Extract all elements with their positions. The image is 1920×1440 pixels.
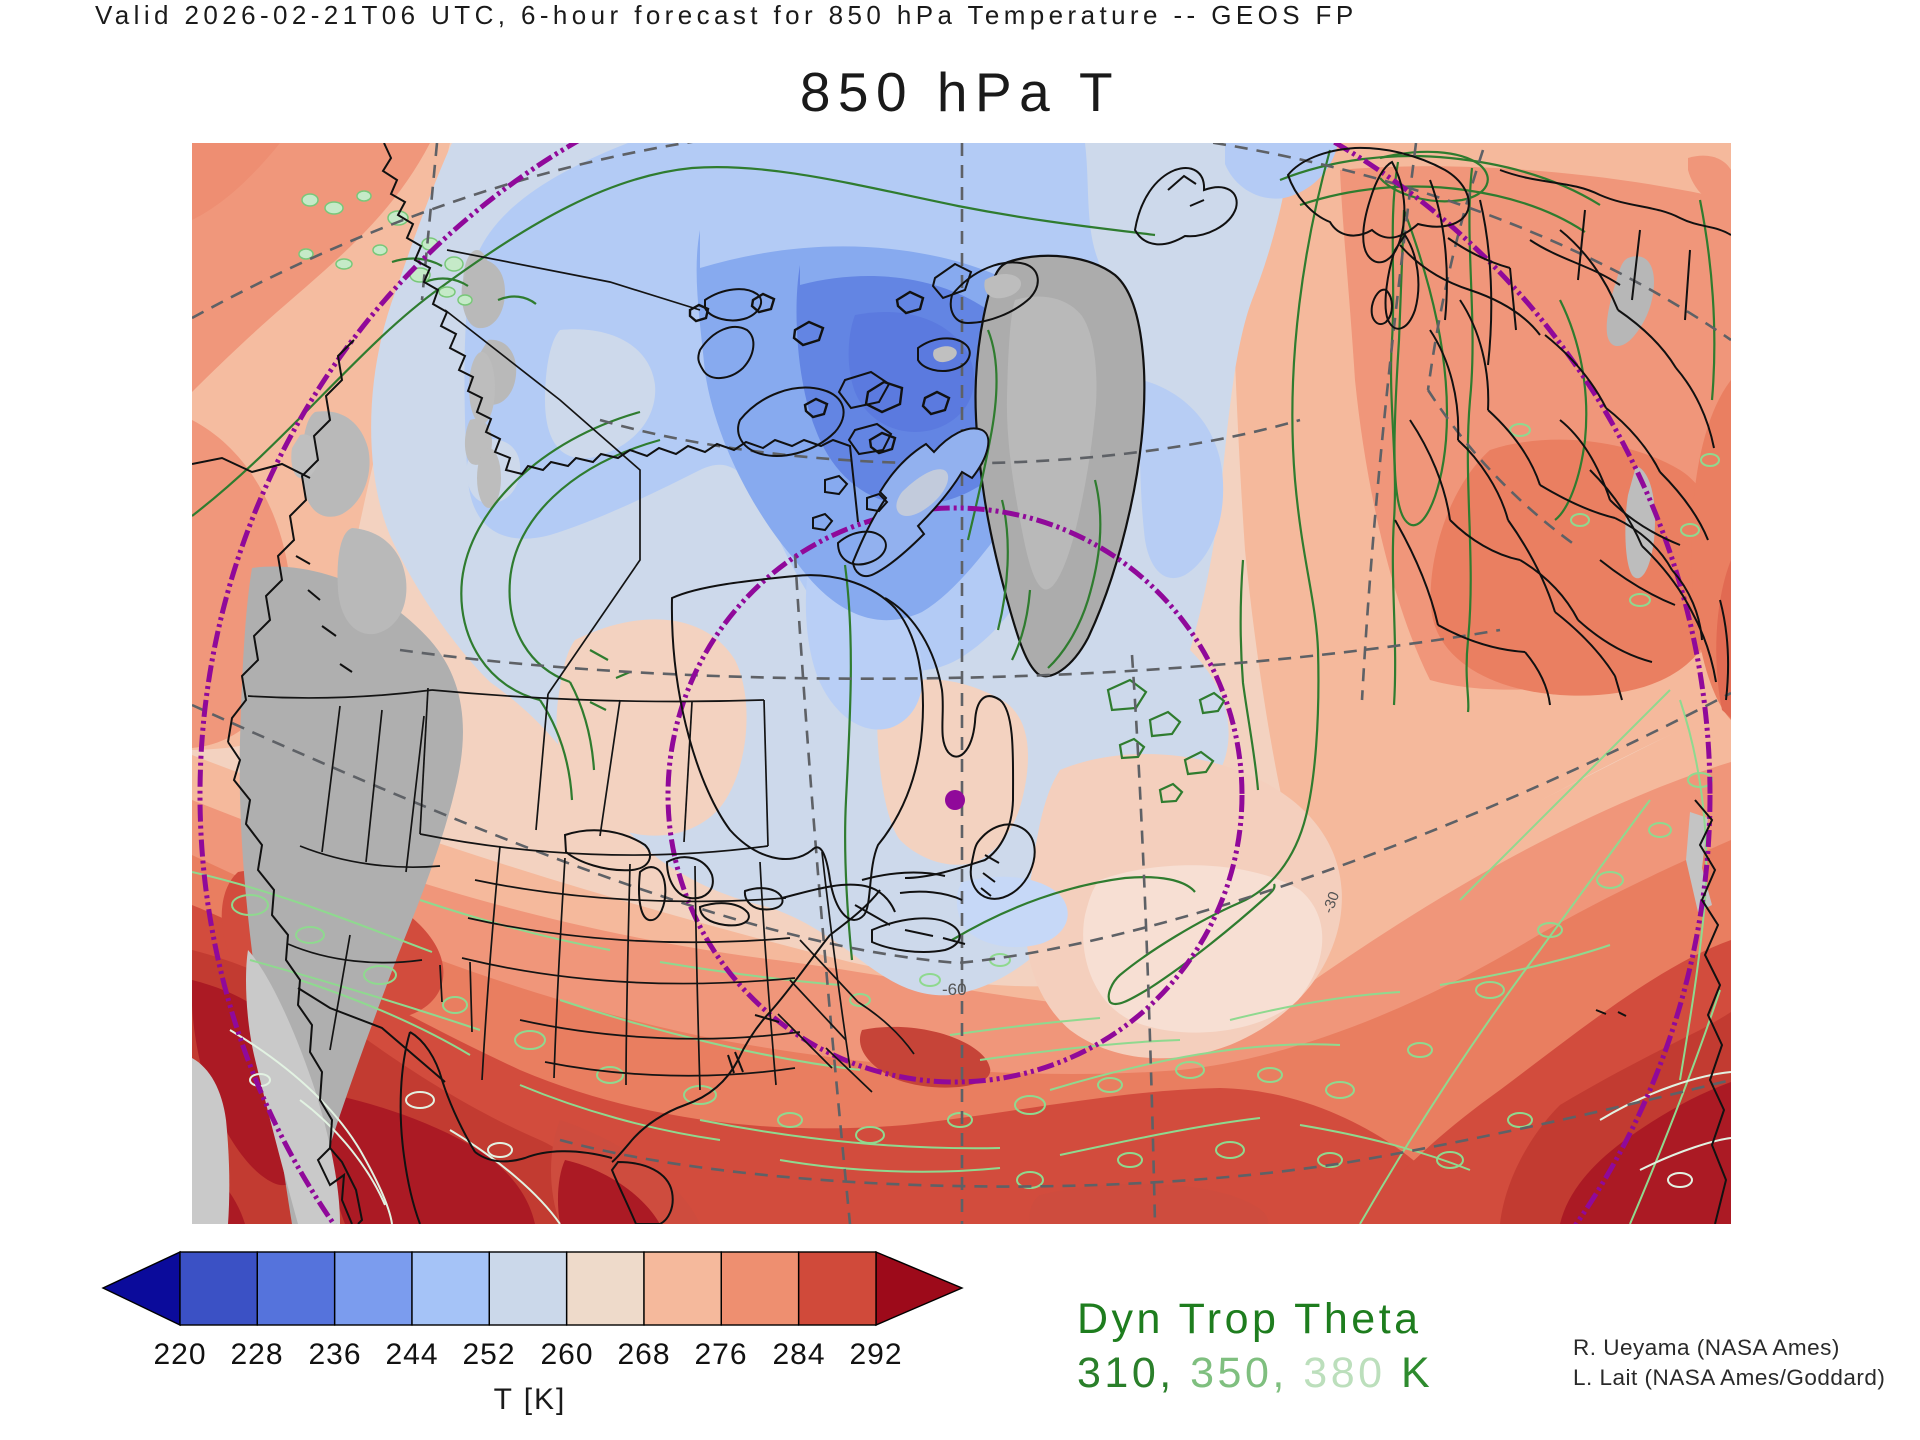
svg-text:-30: -30: [1320, 889, 1343, 915]
svg-text:-60: -60: [942, 980, 967, 999]
